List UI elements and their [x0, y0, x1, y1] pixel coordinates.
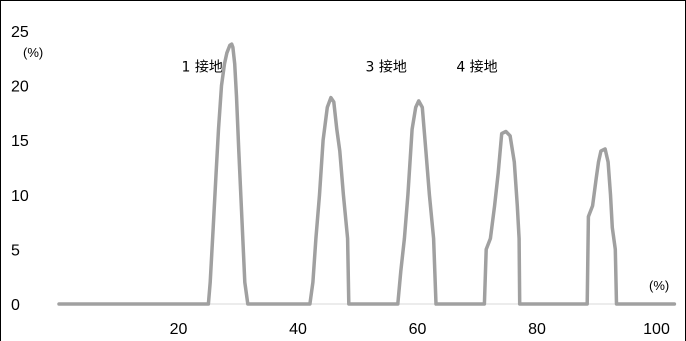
y-tick-label: 15	[11, 133, 29, 150]
x-tick-labels: 20 40 60 80 100	[170, 321, 670, 338]
x-tick-label: 20	[170, 321, 188, 338]
series-line	[57, 42, 677, 306]
y-tick-label: 0	[11, 297, 20, 314]
y-tick-labels: 0 5 10 15 20 25	[11, 24, 29, 314]
y-tick-label: 10	[11, 188, 29, 205]
x-axis-unit: (%)	[649, 278, 669, 293]
annotation-label: 1 接地	[181, 58, 222, 75]
x-tick-label: 60	[409, 321, 427, 338]
annotation-label: 4 接地	[456, 58, 497, 75]
x-tick-label: 40	[289, 321, 307, 338]
y-axis-unit: (%)	[23, 45, 43, 60]
annotation-label: 3 接地	[366, 58, 407, 75]
y-tick-label: 25	[11, 24, 29, 41]
y-tick-label: 20	[11, 79, 29, 96]
annotations: 1 接地 3 接地 4 接地	[181, 58, 497, 75]
x-tick-label: 100	[643, 321, 670, 338]
y-tick-label: 5	[11, 242, 20, 259]
x-tick-label: 80	[528, 321, 546, 338]
